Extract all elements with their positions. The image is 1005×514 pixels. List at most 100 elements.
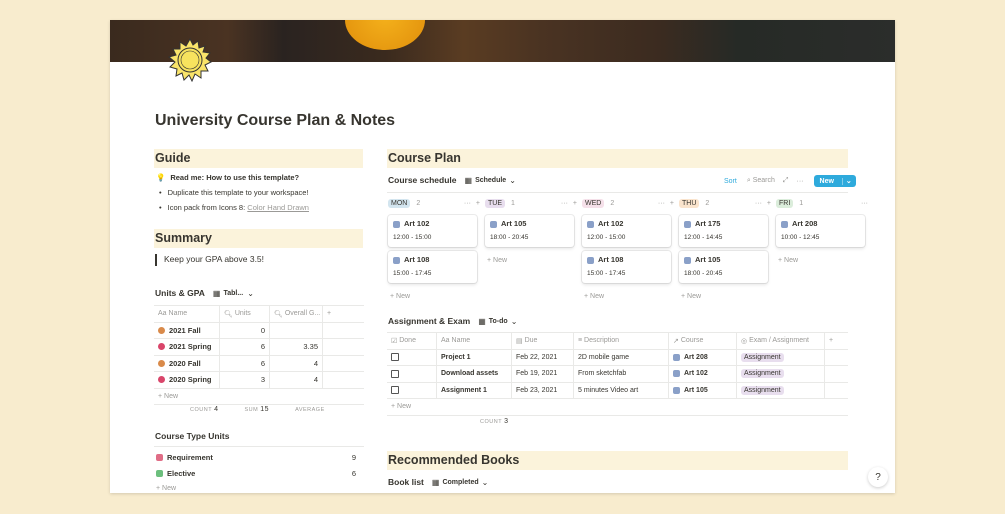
- list-item[interactable]: Requirement 9: [156, 453, 356, 462]
- table-view-icon: ▦: [212, 288, 221, 298]
- new-card-button[interactable]: + New: [681, 293, 702, 300]
- view-selector[interactable]: Schedule: [475, 176, 507, 184]
- units-table: Aa Name 🔍︎ Units 🔍︎ Overall G... + 2021 Fal…: [154, 305, 364, 405]
- summary-quote: Keep your GPA above 3.5!: [155, 254, 264, 266]
- color-square-icon: [156, 470, 163, 477]
- col-5[interactable]: ◎ Exam / Assignment: [737, 333, 825, 349]
- table-row[interactable]: Project 1 Feb 22, 2021 2D mobile game Art 2…: [387, 349, 848, 366]
- new-row-button[interactable]: + New: [391, 403, 412, 411]
- add-column-button[interactable]: +: [327, 310, 332, 318]
- new-card-button[interactable]: + New: [778, 257, 799, 264]
- divider: [154, 446, 364, 447]
- assign-footer: COUNT 3: [480, 418, 509, 425]
- view-selector[interactable]: To-do: [488, 317, 508, 325]
- view-selector[interactable]: Tabl...: [223, 289, 244, 297]
- table-row[interactable]: 2020 Spring 3 4: [154, 372, 364, 389]
- course-icon: [684, 256, 691, 264]
- course-card[interactable]: Art 102 12:00 - 15:00: [388, 215, 477, 247]
- new-card-button[interactable]: + New: [390, 293, 411, 300]
- course-icon: [587, 256, 594, 264]
- new-card-button[interactable]: + New: [584, 293, 605, 300]
- chevron-down-icon[interactable]: ⌄: [481, 477, 489, 487]
- day-column-wed: WED 2 ··· +: [582, 199, 674, 208]
- add-icon[interactable]: +: [669, 200, 674, 207]
- cover-image[interactable]: [110, 20, 895, 62]
- new-button[interactable]: New ⌄: [813, 175, 856, 187]
- more-icon[interactable]: ···: [796, 177, 804, 185]
- course-card[interactable]: Art 108 15:00 - 17:45: [582, 251, 671, 283]
- schedule-header: Course schedule ▦ Schedule ⌄: [388, 175, 516, 185]
- course-icon: [673, 370, 680, 378]
- course-card[interactable]: Art 105 18:00 - 20:45: [679, 251, 768, 283]
- table-row[interactable]: 2021 Fall 0: [154, 322, 364, 339]
- table-row[interactable]: 2020 Fall 6 4: [154, 355, 364, 372]
- add-icon[interactable]: +: [572, 200, 577, 207]
- more-icon[interactable]: ···: [657, 200, 665, 207]
- course-card[interactable]: Art 175 12:00 - 14:45: [679, 215, 768, 247]
- table-row[interactable]: 2021 Spring 6 3.35: [154, 339, 364, 356]
- table-row[interactable]: Download assets Feb 19, 2021 From sketchfa…: [387, 366, 848, 383]
- guide-item: • Icon pack from Icons 8: Color Hand Draw…: [159, 203, 309, 212]
- more-icon[interactable]: ···: [560, 200, 568, 207]
- chevron-down-icon[interactable]: ⌄: [247, 288, 254, 298]
- more-icon[interactable]: ···: [861, 200, 868, 207]
- course-icon: [490, 220, 497, 228]
- sort-button[interactable]: Sort: [724, 177, 737, 185]
- new-card-button[interactable]: + New: [487, 257, 508, 264]
- course-icon: [587, 220, 594, 228]
- type-tag: Assignment: [741, 385, 784, 395]
- add-column-button[interactable]: +: [829, 337, 834, 345]
- flower-icon: [158, 343, 165, 351]
- col-gpa[interactable]: 🔍︎ Overall G...: [270, 306, 323, 322]
- day-column-thu: THU 2 ··· +: [679, 199, 771, 208]
- checkbox[interactable]: [391, 386, 399, 395]
- col-units[interactable]: 🔍︎ Units: [220, 306, 270, 322]
- chevron-down-icon: ⌄: [841, 178, 852, 185]
- lightbulb-icon: 💡: [156, 173, 166, 182]
- view-selector[interactable]: Completed: [442, 478, 479, 486]
- course-card[interactable]: Art 108 15:00 - 17:45: [388, 251, 477, 283]
- col-2[interactable]: ▤ Due: [512, 333, 574, 349]
- search-button[interactable]: ⌕ Search: [746, 177, 775, 184]
- page-title: University Course Plan & Notes: [155, 112, 396, 129]
- course-icon: [684, 220, 691, 228]
- units-header: Units & GPA ▦ Tabl... ⌄: [155, 288, 254, 298]
- list-item[interactable]: Elective 6: [156, 469, 356, 478]
- guide-heading: Guide: [154, 149, 363, 168]
- table-row[interactable]: Assignment 1 Feb 23, 2021 5 minutes Video …: [387, 382, 848, 399]
- col-name[interactable]: Aa Name: [154, 306, 220, 322]
- col-1[interactable]: Aa Name: [437, 333, 512, 349]
- add-icon[interactable]: +: [766, 200, 771, 207]
- guide-item: • Duplicate this template to your workspa…: [159, 188, 309, 197]
- help-button[interactable]: ?: [868, 467, 888, 487]
- add-icon[interactable]: +: [475, 200, 480, 207]
- chevron-down-icon[interactable]: ⌄: [510, 316, 518, 326]
- col-3[interactable]: ≡ Description: [574, 333, 669, 349]
- checkbox[interactable]: [391, 353, 399, 362]
- new-row-button[interactable]: + New: [156, 485, 177, 492]
- course-card[interactable]: Art 105 18:00 - 20:45: [485, 215, 574, 247]
- summary-heading: Summary: [154, 229, 363, 248]
- course-card[interactable]: Art 208 10:00 - 12:45: [776, 215, 865, 247]
- color-square-icon: [156, 454, 163, 461]
- sun-icon[interactable]: [168, 38, 212, 82]
- color-hand-drawn-link[interactable]: Color Hand Drawn: [247, 203, 309, 212]
- expand-icon[interactable]: ⤢: [782, 177, 789, 184]
- course-card[interactable]: Art 102 12:00 - 15:00: [582, 215, 671, 247]
- schedule-toolbar: Sort ⌕ Search ⤢ ··· New ⌄: [724, 175, 856, 187]
- more-icon[interactable]: ···: [463, 200, 471, 207]
- new-row-button[interactable]: + New: [158, 392, 179, 400]
- day-column-tue: TUE 1 ··· +: [485, 199, 577, 208]
- table-view-icon: ▦: [478, 316, 486, 326]
- units-footer: COUNT 4 SUM 15 AVERAGE: [190, 406, 325, 413]
- more-icon[interactable]: ···: [754, 200, 762, 207]
- col-0[interactable]: ☑ Done: [387, 333, 437, 349]
- chevron-down-icon[interactable]: ⌄: [509, 175, 516, 185]
- orange-shape: [345, 20, 425, 50]
- flower-icon: [158, 376, 165, 384]
- checkbox[interactable]: [391, 369, 399, 378]
- guide-item[interactable]: 💡 Read me: How to use this template?: [156, 173, 300, 182]
- divider: [387, 192, 848, 193]
- col-4[interactable]: ↗ Course: [669, 333, 737, 349]
- assignment-table: ☑ Done Aa Name ▤ Due ≡ Description ↗ Course ◎…: [387, 332, 848, 416]
